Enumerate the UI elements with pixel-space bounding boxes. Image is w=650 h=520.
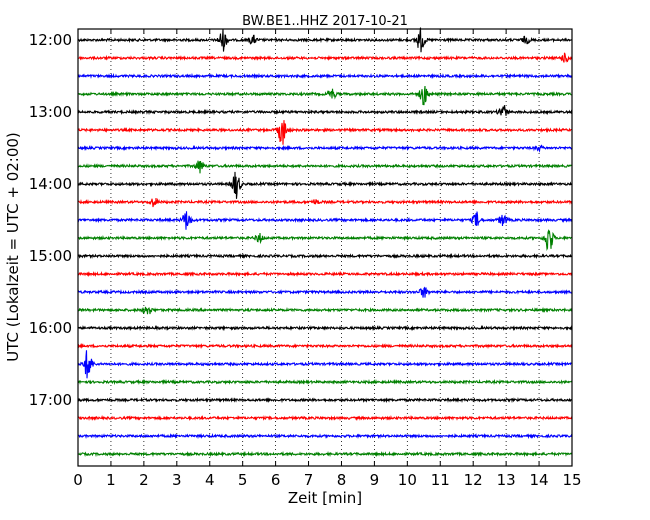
trace-1630	[77, 350, 573, 379]
y-tick-label: 13:00	[29, 103, 72, 121]
x-tick-label: 7	[304, 471, 314, 489]
y-tick-label: 15:00	[29, 247, 72, 265]
trace-1415	[77, 197, 573, 208]
y-tick-label: 12:00	[29, 31, 72, 49]
trace-1730	[77, 432, 573, 440]
trace-1700	[77, 396, 573, 404]
x-tick-label: 2	[139, 471, 149, 489]
x-tick-label: 14	[530, 471, 549, 489]
chart-title: BW.BE1..HHZ 2017-10-21	[242, 14, 408, 29]
trace-layer	[77, 27, 573, 458]
trace-1500	[77, 252, 573, 260]
trace-1445	[77, 228, 573, 251]
trace-1430	[77, 211, 573, 230]
y-tick-label: 14:00	[29, 175, 72, 193]
x-tick-label: 8	[337, 471, 347, 489]
plot-frame	[77, 28, 573, 467]
x-tick-label: 6	[271, 471, 281, 489]
x-tick-label: 1	[106, 471, 116, 489]
trace-1615	[77, 342, 573, 350]
x-tick-label: 5	[238, 471, 248, 489]
trace-1200	[77, 27, 573, 53]
y-tick-label: 17:00	[29, 391, 72, 409]
x-tick-label: 11	[431, 471, 450, 489]
trace-1330	[77, 144, 573, 153]
x-tick-label: 0	[73, 471, 83, 489]
trace-1715	[77, 414, 573, 422]
grid-layer	[110, 29, 540, 466]
trace-1600	[77, 324, 573, 332]
trace-1530	[77, 286, 573, 298]
y-axis-label: UTC (Lokalzeit = UTC + 02:00)	[4, 132, 22, 362]
trace-1300	[77, 105, 573, 116]
trace-1230	[77, 72, 573, 80]
trace-1400	[77, 171, 573, 199]
x-tick-label: 13	[497, 471, 516, 489]
trace-1345	[77, 160, 573, 174]
x-tick-label: 15	[562, 471, 581, 489]
trace-1315	[77, 120, 573, 145]
x-tick-label: 3	[172, 471, 182, 489]
y-tick-label: 16:00	[29, 319, 72, 337]
x-tick-label: 12	[464, 471, 483, 489]
trace-1545	[77, 306, 573, 315]
trace-1645	[77, 378, 573, 386]
trace-1215	[77, 52, 573, 63]
x-axis-label: Zeit [min]	[288, 489, 362, 507]
x-tick-label: 9	[370, 471, 380, 489]
trace-1515	[77, 270, 573, 278]
trace-1745	[77, 450, 573, 458]
trace-1245	[77, 85, 573, 106]
tick-layer: 0 1 2 3 4 5 6 7 8 9 10 11 12 13 14 1512:0013:0014:0015:…	[29, 29, 582, 489]
x-tick-label: 10	[398, 471, 417, 489]
x-tick-label: 4	[205, 471, 215, 489]
